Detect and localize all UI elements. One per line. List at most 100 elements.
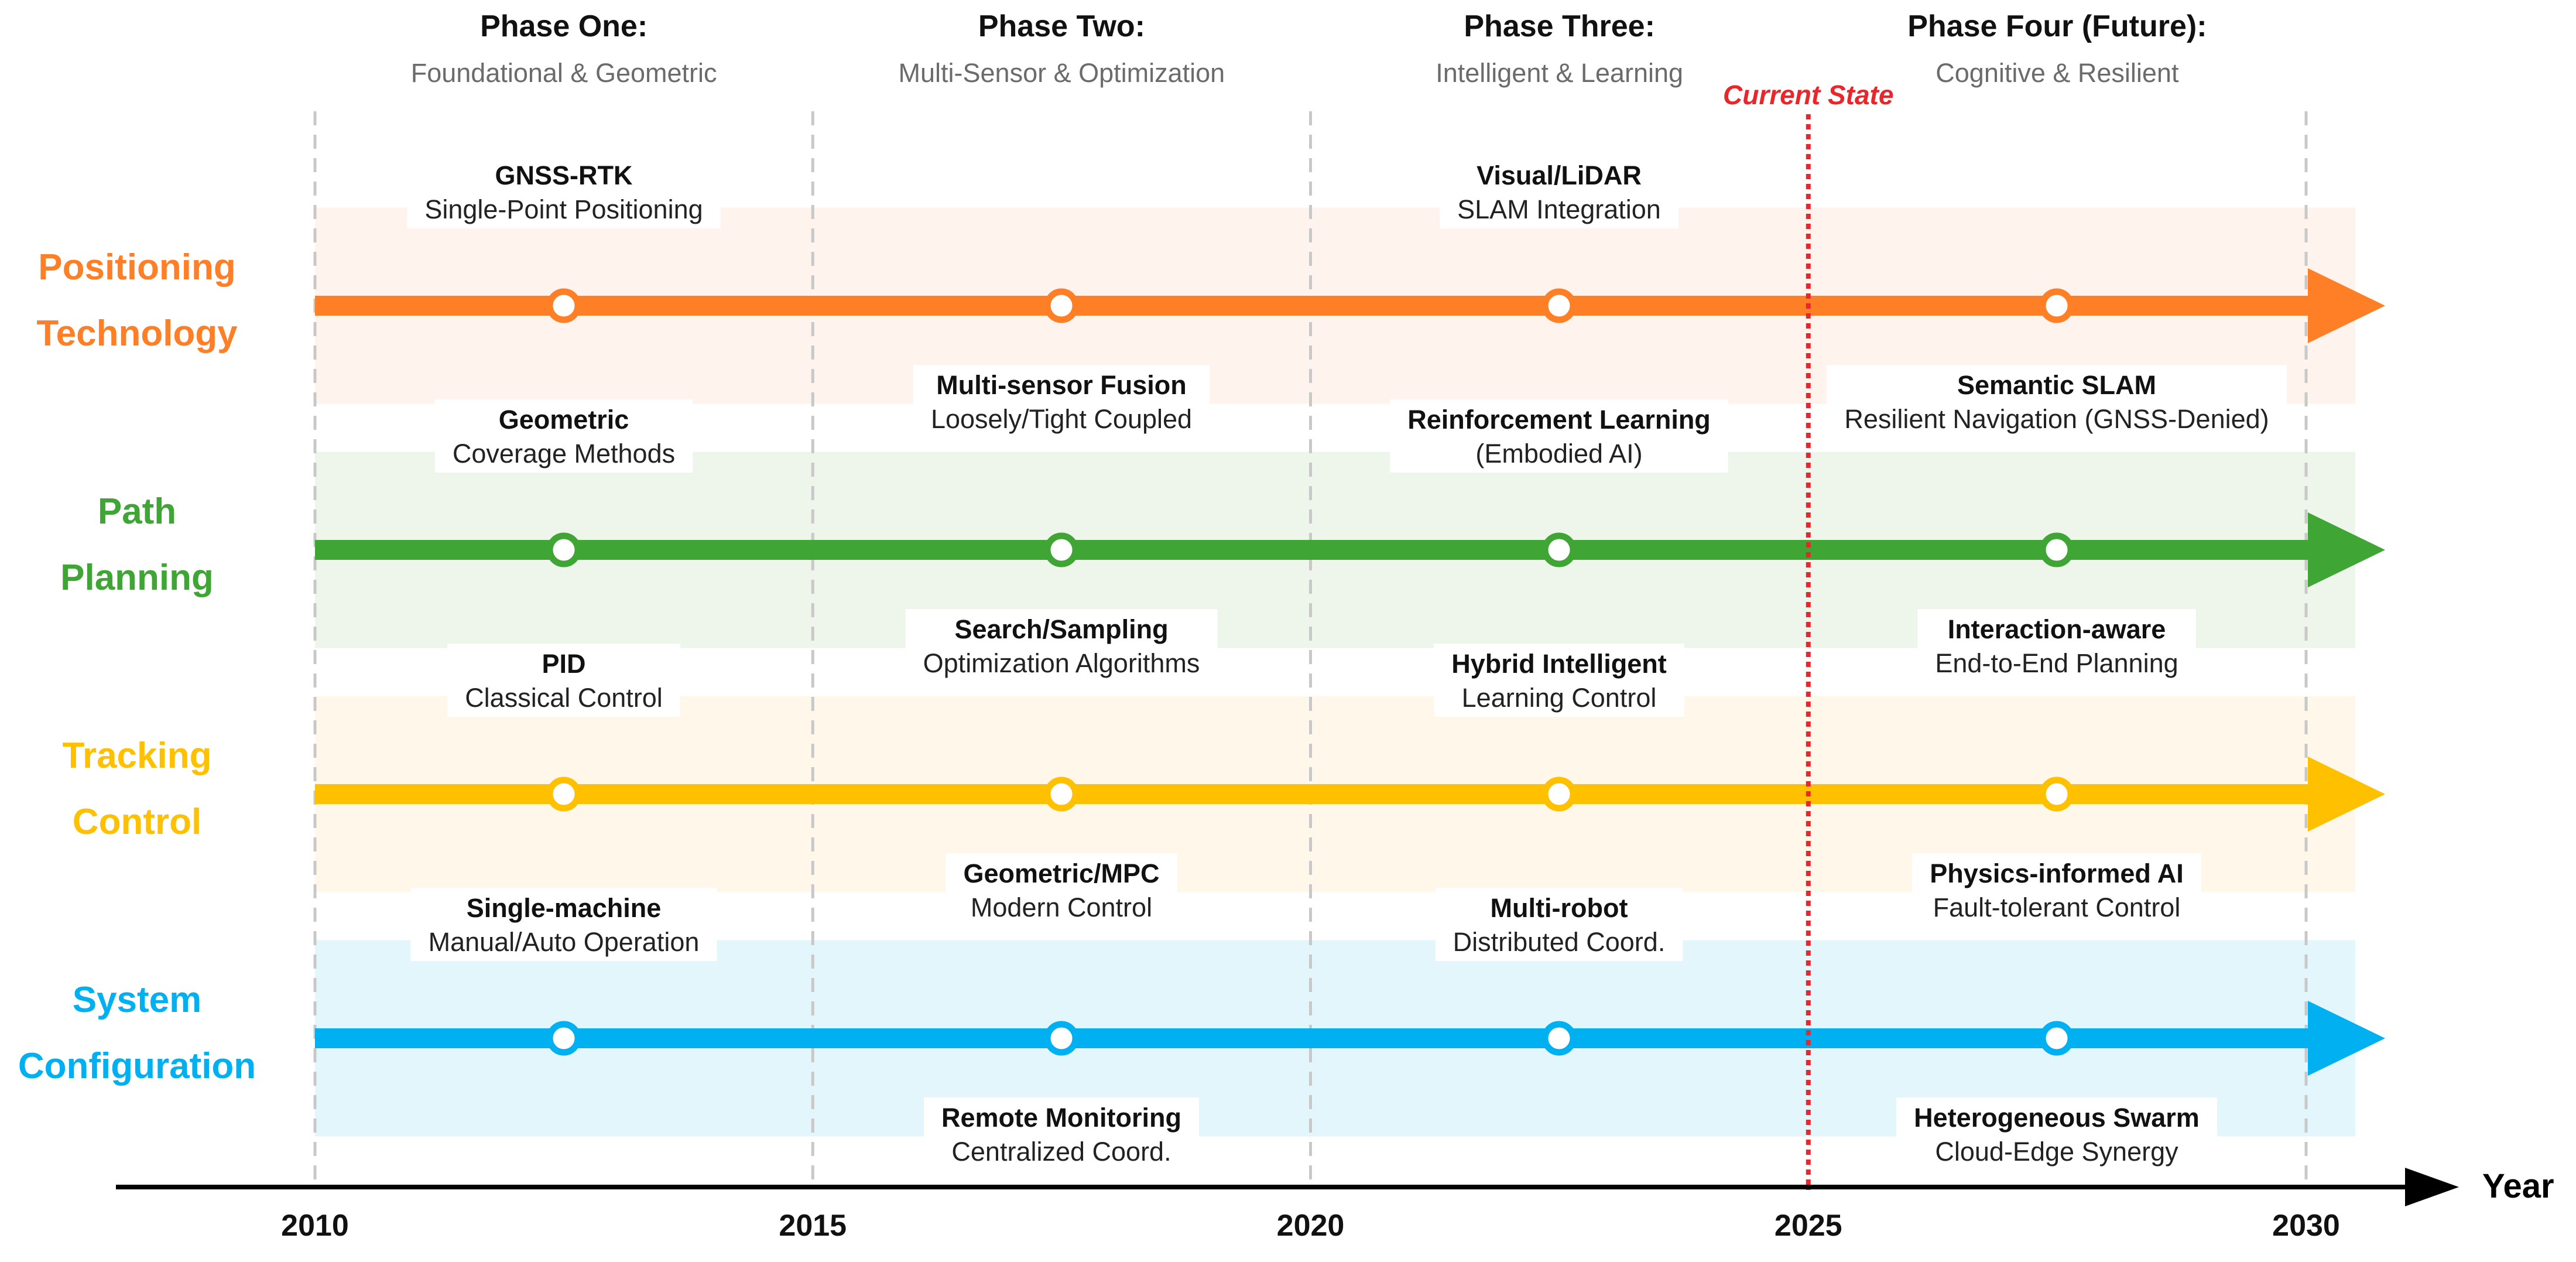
phase-title-3: Phase Three: <box>1464 9 1655 43</box>
track-name-system: Configuration <box>18 1046 256 1086</box>
milestone-title: Multi-robot <box>1491 893 1628 923</box>
milestone-label-positioning-1: GNSS-RTK Single-Point Positioning <box>407 155 721 228</box>
track-name-tracking: Control <box>73 802 201 842</box>
milestone-label-path-2: Search/Sampling Optimization Algorithms <box>905 609 1218 682</box>
milestone-label-bg <box>407 155 721 228</box>
track-arrowhead-tracking <box>2308 757 2385 832</box>
year-tick-2025: 2025 <box>1775 1209 1842 1243</box>
milestone-marker-tracking-3 <box>1542 777 1577 812</box>
milestone-label-bg <box>410 888 717 961</box>
year-tick-2010: 2010 <box>281 1209 349 1243</box>
milestone-title: Remote Monitoring <box>941 1103 1181 1133</box>
milestone-subtitle: Loosely/Tight Coupled <box>931 404 1192 434</box>
milestone-label-positioning-4: Semantic SLAM Resilient Navigation (GNSS-… <box>1827 365 2287 438</box>
track-name-path: Planning <box>60 558 214 598</box>
milestone-label-tracking-1: PID Classical Control <box>447 644 680 717</box>
year-tick-2020: 2020 <box>1277 1209 1345 1243</box>
milestone-label-bg <box>1827 365 2287 438</box>
milestone-label-path-3: Reinforcement Learning (Embodied AI) <box>1390 399 1728 473</box>
milestone-marker-tracking-2 <box>1044 777 1079 812</box>
milestone-title: Search/Sampling <box>954 614 1168 644</box>
milestone-label-bg <box>1390 399 1728 473</box>
milestone-subtitle: Single-Point Positioning <box>424 194 703 224</box>
milestone-label-bg <box>1917 609 2196 682</box>
milestone-subtitle: Manual/Auto Operation <box>429 927 700 957</box>
milestone-label-path-1: Geometric Coverage Methods <box>434 399 693 473</box>
phase-gridlines <box>313 111 2308 1189</box>
tracks: Positioning Technology Path Planning Trackin… <box>18 247 2385 1086</box>
track-name-positioning: Positioning <box>38 247 236 288</box>
milestone-subtitle: SLAM Integration <box>1457 194 1661 224</box>
milestone-marker-tracking-4 <box>2039 777 2074 812</box>
milestone-label-tracking-3: Hybrid Intelligent Learning Control <box>1434 644 1684 717</box>
milestone-subtitle: Optimization Algorithms <box>923 648 1200 678</box>
milestone-marker-path-2 <box>1044 532 1079 567</box>
milestone-marker-path-1 <box>546 532 581 567</box>
phase-title-1: Phase One: <box>480 9 648 43</box>
milestone-title: Physics-informed AI <box>1930 859 2183 888</box>
milestone-title: Reinforcement Learning <box>1407 405 1711 435</box>
milestone-subtitle: Distributed Coord. <box>1453 927 1666 957</box>
milestone-marker-system-4 <box>2039 1021 2074 1056</box>
milestone-title: Hybrid Intelligent <box>1451 649 1667 679</box>
milestone-subtitle: Resilient Navigation (GNSS-Denied) <box>1844 404 2269 434</box>
milestone-marker-path-4 <box>2039 532 2074 567</box>
milestone-marker-system-2 <box>1044 1021 1079 1056</box>
year-tick-2015: 2015 <box>779 1209 847 1243</box>
milestone-title: Visual/LiDAR <box>1477 160 1642 190</box>
track-name-positioning: Technology <box>36 313 238 354</box>
milestone-label-system-2: Remote Monitoring Centralized Coord. <box>924 1097 1199 1171</box>
track-name-path: Path <box>98 491 176 532</box>
milestone-title: Geometric <box>499 405 629 435</box>
phase-title-2: Phase Two: <box>978 9 1145 43</box>
milestone-subtitle: (Embodied AI) <box>1475 439 1642 468</box>
year-axis-arrowhead <box>2405 1168 2459 1206</box>
milestone-title: Semantic SLAM <box>1957 370 2156 400</box>
milestone-marker-system-3 <box>1542 1021 1577 1056</box>
milestone-label-tracking-2: Geometric/MPC Modern Control <box>946 853 1177 926</box>
milestone-label-bg <box>913 365 1210 438</box>
milestone-label-bg <box>434 399 693 473</box>
year-axis: Year 2010 2015 2020 2025 2030 <box>116 1167 2554 1243</box>
track-name-tracking: Tracking <box>63 736 212 776</box>
milestone-label-bg <box>1896 1097 2217 1171</box>
milestone-subtitle: Learning Control <box>1462 683 1657 713</box>
milestone-label-bg <box>905 609 1218 682</box>
milestone-subtitle: Fault-tolerant Control <box>1933 892 2181 922</box>
phase-headers: Phase One: Foundational & Geometric Phase … <box>411 9 2207 88</box>
milestone-label-bg <box>447 644 680 717</box>
milestone-subtitle: End-to-End Planning <box>1935 648 2178 678</box>
milestone-label-system-3: Multi-robot Distributed Coord. <box>1435 888 1683 961</box>
milestone-marker-system-1 <box>546 1021 581 1056</box>
milestone-title: Single-machine <box>467 893 662 923</box>
current-state-marker: Current State <box>1723 80 1893 1190</box>
milestone-title: Interaction-aware <box>1948 614 2166 644</box>
milestone-subtitle: Modern Control <box>971 892 1152 922</box>
milestone-title: Multi-sensor Fusion <box>936 370 1187 400</box>
milestone-label-tracking-4: Physics-informed AI Fault-tolerant Contro… <box>1912 853 2201 926</box>
milestone-marker-tracking-1 <box>546 777 581 812</box>
milestone-title: GNSS-RTK <box>495 160 633 190</box>
year-tick-2030: 2030 <box>2272 1209 2340 1243</box>
milestone-subtitle: Cloud-Edge Synergy <box>1935 1137 2178 1167</box>
milestone-label-bg <box>1434 644 1684 717</box>
milestone-label-bg <box>924 1097 1199 1171</box>
track-name-system: System <box>73 980 202 1020</box>
milestone-marker-positioning-3 <box>1542 288 1577 323</box>
milestone-marker-positioning-4 <box>2039 288 2074 323</box>
milestone-subtitle: Centralized Coord. <box>951 1137 1171 1167</box>
milestone-title: Heterogeneous Swarm <box>1914 1103 2200 1133</box>
phase-subtitle-1: Foundational & Geometric <box>411 58 717 88</box>
phase-title-4: Phase Four (Future): <box>1907 9 2207 43</box>
milestone-marker-positioning-2 <box>1044 288 1079 323</box>
milestone-label-bg <box>1912 853 2201 926</box>
milestone-label-positioning-3: Visual/LiDAR SLAM Integration <box>1440 155 1678 228</box>
year-axis-label: Year <box>2482 1167 2554 1205</box>
milestone-label-bg <box>1440 155 1678 228</box>
phase-subtitle-3: Intelligent & Learning <box>1436 58 1683 88</box>
milestone-label-path-4: Interaction-aware End-to-End Planning <box>1917 609 2196 682</box>
milestone-subtitle: Coverage Methods <box>453 439 675 468</box>
milestone-labels: GNSS-RTK Single-Point Positioning Multi-se… <box>407 155 2287 1171</box>
current-state-label: Current State <box>1723 80 1893 110</box>
